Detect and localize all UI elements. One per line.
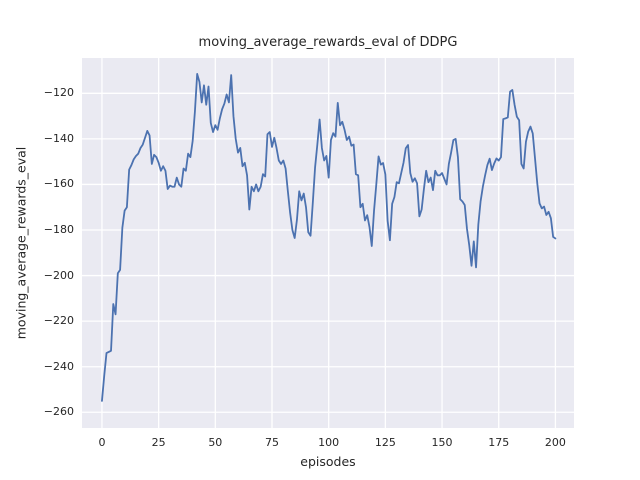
y-tick-label: −240 [43, 359, 74, 373]
x-tick-label: 0 [98, 436, 106, 449]
x-tick-label: 150 [431, 436, 453, 449]
y-tick-label: −200 [43, 268, 74, 282]
x-tick-label: 200 [544, 436, 566, 449]
x-tick-label: 100 [318, 436, 340, 449]
line-chart-svg [82, 58, 574, 428]
x-tick-label: 125 [374, 436, 396, 449]
x-tick-label: 50 [208, 436, 223, 449]
plot-area [82, 58, 574, 428]
chart-title: moving_average_rewards_eval of DDPG [198, 35, 458, 50]
y-tick-label: −220 [43, 314, 74, 328]
y-tick-label: −140 [43, 131, 74, 145]
x-tick-label: 25 [151, 436, 166, 449]
y-tick-label: −160 [43, 177, 74, 191]
x-axis-label: episodes [300, 454, 356, 469]
y-tick-label: −180 [43, 223, 74, 236]
x-tick-label: 175 [488, 436, 510, 449]
y-tick-label: −120 [43, 86, 74, 100]
y-tick-label: −260 [43, 405, 74, 419]
y-axis-label: moving_average_rewards_eval [13, 146, 29, 340]
reward-line-series [101, 73, 557, 402]
x-tick-label: 75 [264, 436, 279, 449]
